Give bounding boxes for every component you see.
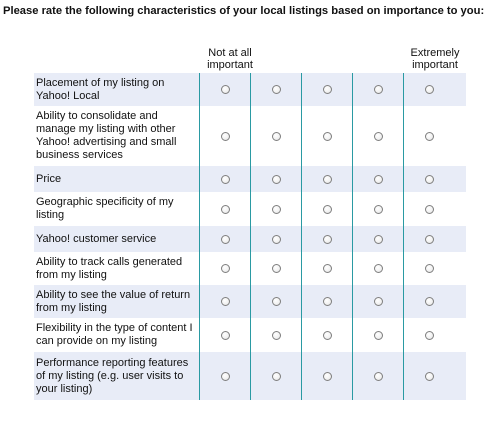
- row-label: Ability to consolidate and manage my lis…: [36, 110, 177, 161]
- rating-radio-2[interactable]: [271, 330, 281, 340]
- rating-radio-2[interactable]: [271, 371, 281, 381]
- rating-row: Yahoo! customer service: [34, 226, 466, 252]
- row-label: Price: [36, 172, 62, 185]
- rating-row: Performance reporting features of my lis…: [34, 352, 466, 400]
- rating-radio-2[interactable]: [271, 297, 281, 306]
- rating-radio-2[interactable]: [271, 234, 281, 244]
- rating-radio-3[interactable]: [322, 264, 332, 273]
- rating-radio-4[interactable]: [373, 131, 383, 141]
- rating-radio-3[interactable]: [322, 174, 332, 184]
- rating-radio-4[interactable]: [373, 204, 383, 214]
- rating-radio-4[interactable]: [373, 174, 383, 184]
- rating-radio-1[interactable]: [220, 234, 230, 244]
- rating-radio-1[interactable]: [220, 330, 230, 340]
- rating-radio-1[interactable]: [220, 131, 230, 141]
- rating-row: Ability to track calls generated from my…: [34, 252, 466, 285]
- row-label: Flexibility in the type of content I can…: [36, 322, 193, 347]
- rating-radio-1[interactable]: [220, 174, 230, 184]
- rating-radio-2[interactable]: [271, 174, 281, 184]
- rating-radio-5[interactable]: [424, 330, 434, 340]
- row-label: Performance reporting features of my lis…: [36, 356, 189, 395]
- question-text: Please rate the following characteristic…: [3, 5, 485, 17]
- row-label: Yahoo! customer service: [36, 232, 157, 245]
- rating-radio-1[interactable]: [220, 297, 230, 306]
- rating-row: Ability to see the value of return from …: [34, 285, 466, 318]
- rating-radio-3[interactable]: [322, 204, 332, 214]
- row-label: Placement of my listing on Yahoo! Local: [36, 76, 165, 102]
- scale-low-label: Not at all important: [207, 47, 253, 71]
- rating-radio-1[interactable]: [220, 371, 230, 381]
- rating-radio-5[interactable]: [424, 297, 434, 306]
- rating-radio-2[interactable]: [271, 85, 281, 94]
- rating-radio-4[interactable]: [373, 85, 383, 94]
- rating-radio-4[interactable]: [373, 234, 383, 244]
- rating-radio-5[interactable]: [424, 371, 434, 381]
- rating-radio-3[interactable]: [322, 131, 332, 141]
- rating-radio-3[interactable]: [322, 297, 332, 306]
- row-label: Ability to track calls generated from my…: [36, 255, 183, 281]
- rating-row: Placement of my listing on Yahoo! Local: [34, 73, 466, 106]
- rating-radio-1[interactable]: [220, 264, 230, 273]
- rating-radio-1[interactable]: [220, 85, 230, 94]
- rating-radio-5[interactable]: [424, 204, 434, 214]
- rating-radio-2[interactable]: [271, 264, 281, 273]
- rating-radio-2[interactable]: [271, 204, 281, 214]
- rating-radio-5[interactable]: [424, 85, 434, 94]
- rating-radio-2[interactable]: [271, 131, 281, 141]
- rating-radio-5[interactable]: [424, 174, 434, 184]
- rating-row: Geographic specificity of my listing: [34, 192, 466, 226]
- rating-radio-4[interactable]: [373, 371, 383, 381]
- row-label: Geographic specificity of my listing: [36, 196, 174, 221]
- rating-row: Ability to consolidate and manage my lis…: [34, 106, 466, 166]
- rating-radio-4[interactable]: [373, 297, 383, 306]
- rating-radio-3[interactable]: [322, 371, 332, 381]
- rating-radio-5[interactable]: [424, 264, 434, 273]
- rating-radio-4[interactable]: [373, 264, 383, 273]
- rating-radio-4[interactable]: [373, 330, 383, 340]
- row-label: Ability to see the value of return from …: [36, 288, 191, 314]
- rating-radio-3[interactable]: [322, 85, 332, 94]
- rating-radio-5[interactable]: [424, 131, 434, 141]
- rating-row: Price: [34, 166, 466, 192]
- rating-radio-3[interactable]: [322, 234, 332, 244]
- rating-grid: Placement of my listing on Yahoo! Local …: [34, 73, 466, 400]
- rating-radio-5[interactable]: [424, 234, 434, 244]
- scale-high-label: Extremely important: [410, 47, 460, 71]
- rating-radio-3[interactable]: [322, 330, 332, 340]
- rating-radio-1[interactable]: [220, 204, 230, 214]
- rating-row: Flexibility in the type of content I can…: [34, 318, 466, 352]
